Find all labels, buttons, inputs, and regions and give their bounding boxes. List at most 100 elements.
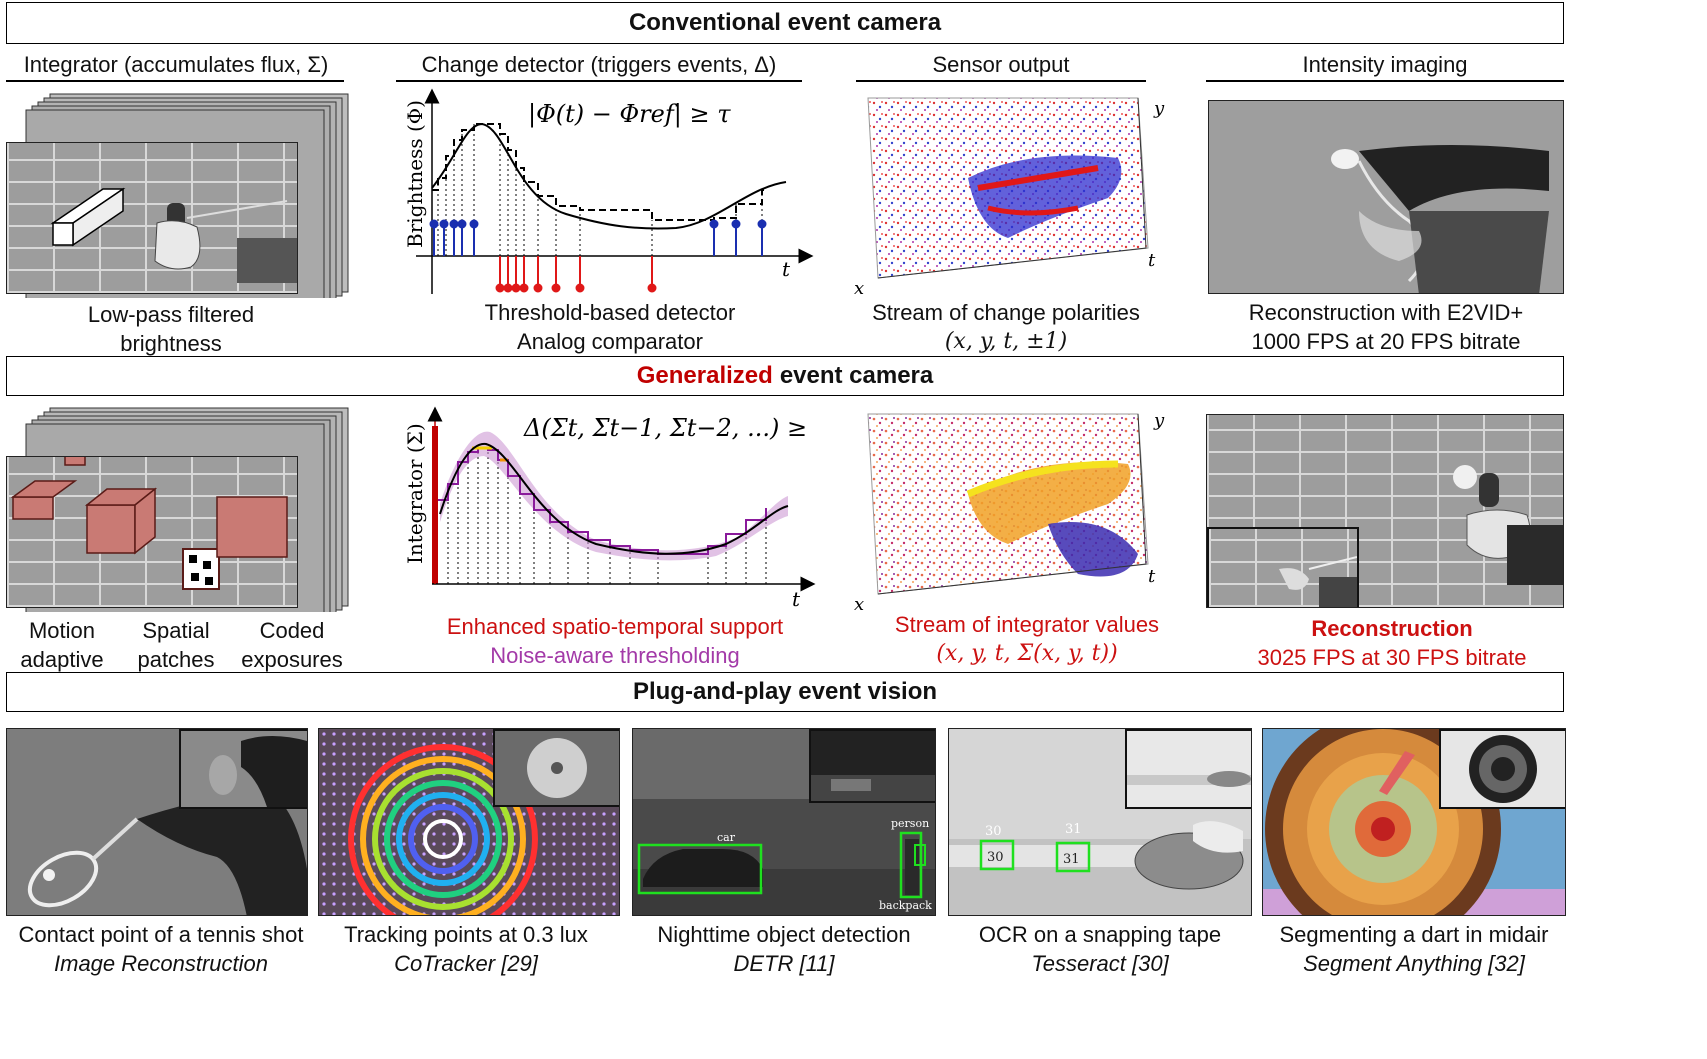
positive-events <box>429 219 767 256</box>
sensor-caption-line-1: Stream of change polarities <box>872 300 1140 325</box>
event-cloud-conventional: y t x <box>854 97 1165 299</box>
sensor-caption-line-2: (x, y, t, ±1) <box>944 329 1068 354</box>
detector-caption-line-2: Analog comparator <box>517 329 703 354</box>
recon-caption-line-2: 3025 FPS at 30 FPS bitrate <box>1257 645 1527 670</box>
y-axis-label-generalized: Integrator (Σ) <box>403 423 427 564</box>
tennis-scene <box>27 789 307 915</box>
tennis-caption: Contact point of a tennis shot Image Rec… <box>6 920 316 978</box>
panel-method: DETR [11] <box>733 951 835 976</box>
sensor-output-header-rule <box>856 80 1146 82</box>
sensor-caption-generalized: Stream of integrator values (x, y, t, Σ(… <box>872 610 1182 668</box>
detector-caption-line-1: Threshold-based detector <box>484 300 736 325</box>
recon-caption-generalized: Reconstruction 3025 FPS at 30 FPS bitrat… <box>1206 614 1578 672</box>
e2vid-scene <box>1331 145 1549 293</box>
backpack-detection-box <box>914 844 926 866</box>
sensor-output-header: Sensor output <box>932 52 1070 77</box>
axis-t-conventional: t <box>1148 250 1156 271</box>
car-label: car <box>717 831 736 844</box>
backpack-label: backpack <box>879 899 932 912</box>
negative-events <box>495 256 657 293</box>
recon-caption-line-2: 1000 FPS at 20 FPS bitrate <box>1251 329 1521 354</box>
conventional-banner-title: Conventional event camera <box>628 9 942 36</box>
sensor-caption-conventional: Stream of change polarities (x, y, t, ±1… <box>856 298 1156 356</box>
generalized-reconstruction <box>1206 414 1564 608</box>
panel-method: Segment Anything [32] <box>1303 951 1525 976</box>
generalized-accent: Generalized <box>636 362 773 389</box>
integrator-caption-line-1: Low-pass filtered <box>87 302 255 327</box>
cube-axes <box>877 413 1147 595</box>
coded-exposure-stack <box>182 496 288 590</box>
ocr-label-a: 30 <box>985 824 1002 839</box>
cube-axes <box>877 97 1147 279</box>
axis-t-generalized: t <box>1148 566 1156 587</box>
ocr-text-b: 31 <box>1063 852 1080 867</box>
equation-conventional: |Φ(t) − Φref| ≥ τ <box>528 100 731 129</box>
detr-panel: car person backpack <box>632 728 936 916</box>
x-axis-label-conventional: t <box>782 257 791 281</box>
plug-and-play-title: Plug-and-play event vision <box>632 678 938 705</box>
detr-caption: Nighttime object detection DETR [11] <box>632 920 936 978</box>
axis-y-conventional: y <box>1153 98 1165 119</box>
cotracker-caption: Tracking points at 0.3 lux CoTracker [29… <box>318 920 614 978</box>
person-label: person <box>891 817 929 830</box>
ocr-panel: 30 30 31 31 <box>948 728 1252 916</box>
integrator-label-motion: Motion adaptive <box>20 618 104 672</box>
panel-title: Nighttime object detection <box>657 922 911 947</box>
detector-caption-line-2: Noise-aware thresholding <box>490 643 740 668</box>
intensity-imaging-header-rule <box>1206 80 1564 82</box>
ocr-caption: OCR on a snapping tape Tesseract [30] <box>948 920 1252 978</box>
cotracker-inset <box>493 729 619 807</box>
reference-staircase <box>432 123 768 221</box>
integrator-label-coded: Coded exposures <box>241 618 343 672</box>
sam-panel <box>1262 728 1566 916</box>
detector-caption-conventional: Threshold-based detector Analog comparat… <box>420 298 800 356</box>
event-cloud-generalized: y t x <box>854 410 1165 615</box>
ocr-inset <box>1125 729 1251 809</box>
x-axis-label-generalized: t <box>792 587 801 611</box>
change-detector-header-rule <box>396 80 802 82</box>
integrator-caption-conventional: Low-pass filtered brightness <box>6 300 336 358</box>
ocr-text-a: 30 <box>987 850 1004 865</box>
e2vid-reconstruction <box>1208 100 1564 294</box>
integrator-header: Integrator (accumulates flux, Σ) <box>23 52 329 77</box>
brightness-curve <box>431 122 787 230</box>
sam-caption: Segmenting a dart in midair Segment Anyt… <box>1262 920 1566 978</box>
hand-slingshot-icon <box>154 200 297 283</box>
panel-method: CoTracker [29] <box>394 951 538 976</box>
recon-caption-conventional: Reconstruction with E2VID+ 1000 FPS at 2… <box>1206 298 1566 356</box>
cotracker-panel <box>318 728 620 916</box>
panel-title: Segmenting a dart in midair <box>1279 922 1549 947</box>
tennis-inset <box>179 729 307 809</box>
sensor-caption-line-1: Stream of integrator values <box>894 612 1160 637</box>
brick-frame-generalized <box>6 456 298 608</box>
axis-x-generalized: x <box>854 594 864 615</box>
recon-caption-line-1: Reconstruction <box>1311 616 1473 641</box>
arm-events <box>1048 522 1138 577</box>
generalized-recon-scene <box>1453 465 1563 585</box>
tennis-panel <box>6 728 308 916</box>
recon-caption-line-1: Reconstruction with E2VID+ <box>1248 300 1524 325</box>
equation-generalized: Δ(Σt, Σt−1, Σt−2, ...) ≥ τ <box>523 414 816 442</box>
generalized-banner-rest: event camera <box>779 362 934 389</box>
sensor-caption-line-2: (x, y, t, Σ(x, y, t)) <box>936 641 1118 666</box>
noise-band <box>440 431 788 561</box>
integrator-header-rule <box>6 80 344 82</box>
conventional-banner: Conventional event camera <box>6 2 1564 44</box>
axis-y-generalized: y <box>1153 410 1165 431</box>
generalized-banner: Generalized event camera <box>6 356 1564 396</box>
brick-frame-conventional <box>6 142 298 294</box>
integrator-label-spatial: Spatial patches <box>137 618 215 672</box>
car-detection-box <box>637 843 763 895</box>
ocr-scene: 30 30 31 31 <box>949 821 1251 915</box>
panel-title: Contact point of a tennis shot <box>18 922 304 947</box>
scene-conventional <box>50 187 297 283</box>
white-box-icon <box>50 187 126 247</box>
y-axis-label-conventional: Brightness (Φ) <box>403 100 427 248</box>
integrator-curve <box>439 442 789 555</box>
ocr-label-b: 31 <box>1065 822 1082 837</box>
panel-method: Image Reconstruction <box>54 951 268 976</box>
scene-generalized <box>10 457 288 590</box>
dotted-guides <box>447 448 767 584</box>
detector-caption-line-1: Enhanced spatio-temporal support <box>446 614 784 639</box>
axis-x-conventional: x <box>854 278 864 299</box>
